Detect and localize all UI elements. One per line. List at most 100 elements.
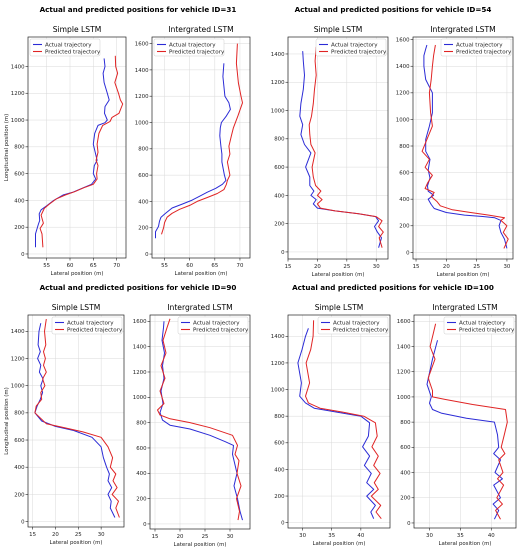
legend-label: Predicted trajectory [45,50,101,56]
x-tick-label: 30 [426,533,433,539]
y-tick-label: 1000 [133,395,147,401]
y-axis-label: Longitudinal position (m) [4,387,10,454]
group-title: Actual and predicted positions for vehic… [40,5,237,14]
y-tick-label: 0 [281,250,285,256]
plot-frame [287,36,389,260]
chart-panel-6: Intergrated LSTM 15 20 25 30 0 200 400 600 800 100… [133,303,251,548]
legend-label: Actual trajectory [333,321,380,327]
predicted-trajectory-line [161,43,243,235]
actual-trajectory-line [297,328,376,519]
predicted-trajectory-line [421,44,509,249]
x-axis-label: Lateral position (m) [175,271,228,277]
x-tick-label: 60 [186,263,193,269]
x-axis-label: Lateral position (m) [50,540,103,546]
legend-label: Predicted trajectory [169,50,225,56]
y-tick-label: 0 [406,250,410,256]
legend-box [29,38,101,57]
x-tick-label: 55 [161,263,168,269]
x-axis-label: Lateral position (m) [312,272,365,278]
y-tick-label: 800 [136,421,147,427]
legend-label: Predicted trajectory [459,328,515,334]
y-tick-label: 600 [274,165,285,171]
y-tick-label: 0 [145,252,149,258]
y-tick-label: 800 [274,137,285,143]
actual-trajectory-line [426,340,503,520]
plot-frame [27,36,127,259]
actual-trajectory-line [34,323,116,518]
legend-box [440,38,512,57]
x-tick-label: 60 [67,263,74,269]
predicted-trajectory-line [34,319,120,518]
y-tick-label: 400 [136,471,147,477]
y-tick-label: 1400 [271,52,285,58]
y-tick-label: 800 [14,145,25,151]
predicted-trajectory-line [157,318,242,521]
panel-title: Simple LSTM [52,303,101,312]
legend-label: Actual trajectory [331,43,378,49]
y-tick-label: 0 [21,252,25,258]
y-tick-label: 1400 [271,334,285,340]
y-tick-label: 1000 [135,120,149,126]
legend-label: Actual trajectory [456,43,503,49]
y-tick-label: 1400 [11,64,25,70]
legend-label: Actual trajectory [67,321,114,327]
actual-trajectory-line [155,63,231,239]
x-tick-label: 65 [90,263,97,269]
y-tick-label: 1200 [11,91,25,97]
y-tick-label: 400 [138,199,149,205]
y-tick-label: 1200 [396,91,410,97]
group-title: Actual and predicted positions for vehic… [40,283,237,292]
x-tick-label: 20 [177,534,184,540]
legend-label: Predicted trajectory [331,50,387,56]
predicted-trajectory-line [39,55,124,248]
y-tick-label: 600 [400,445,411,451]
y-tick-label: 400 [14,465,25,471]
x-tick-label: 20 [314,264,321,270]
y-tick-label: 1000 [396,117,410,123]
plot-frame [149,314,251,530]
y-tick-label: 1600 [133,319,147,325]
x-tick-label: 30 [504,264,511,270]
predicted-trajectory-line [308,46,384,248]
y-tick-label: 600 [138,173,149,179]
legend-label: Actual trajectory [45,43,92,49]
y-tick-label: 400 [274,467,285,473]
x-tick-label: 20 [443,264,450,270]
chart-panel-3: Actual and predicted positions for vehic… [271,5,492,278]
legend-label: Predicted trajectory [67,328,123,334]
y-tick-label: 800 [399,144,410,150]
legend-box [317,316,389,335]
y-tick-label: 1400 [135,68,149,74]
x-tick-label: 25 [473,264,480,270]
x-tick-label: 15 [29,532,36,538]
plot-frame [287,314,391,529]
group-title: Actual and predicted positions for vehic… [292,283,494,292]
y-tick-label: 1000 [11,384,25,390]
y-tick-label: 200 [14,492,25,498]
y-axis-label: Longitudinal position (m) [4,114,10,181]
y-tick-label: 800 [274,414,285,420]
plot-frame [27,314,125,528]
actual-trajectory-line [299,51,382,248]
y-tick-label: 1400 [11,329,25,335]
y-tick-label: 600 [14,172,25,178]
y-tick-label: 1200 [11,356,25,362]
panel-title: Simple LSTM [53,25,102,34]
panel-title: Simple LSTM [314,25,363,34]
legend-box [153,38,225,57]
predicted-trajectory-line [305,320,382,520]
actual-trajectory-line [35,58,110,248]
panel-title: Intergrated LSTM [432,303,497,312]
x-axis-label: Lateral position (m) [174,542,227,548]
x-tick-label: 30 [227,534,234,540]
x-tick-label: 40 [357,533,364,539]
plot-frame [412,36,514,260]
x-tick-label: 15 [152,534,159,540]
y-tick-label: 1400 [133,345,147,351]
chart-panel-1: Actual and predicted positions for vehic… [4,5,236,277]
legend-box [443,316,515,335]
